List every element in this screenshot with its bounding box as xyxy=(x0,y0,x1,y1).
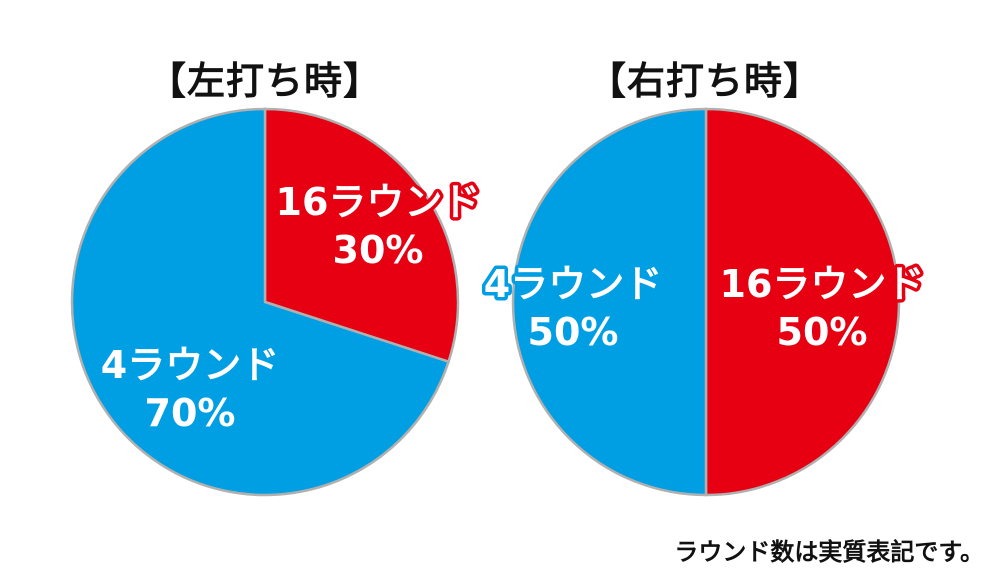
left-chart-title: 【左打ち時】 xyxy=(147,59,382,103)
pie1-slice-0 xyxy=(704,107,901,497)
pie0-slice-1 xyxy=(70,107,451,497)
pie1-category-label-1: 4ラウンド xyxy=(484,262,662,306)
pie1-slice-1 xyxy=(511,107,708,497)
pie0-percent-label-0: 30% xyxy=(333,228,424,272)
pie1-percent-label-1: 50% xyxy=(528,310,619,354)
pie1-percent-label-0: 50% xyxy=(777,310,868,354)
right-chart-title: 【右打ち時】 xyxy=(587,59,822,103)
pie1-category-label-0: 16ラウンド xyxy=(720,262,925,306)
pie0-category-label-0: 16ラウンド xyxy=(276,180,481,224)
pie0-percent-label-1: 70% xyxy=(145,391,236,435)
pie0-slice-0 xyxy=(263,107,460,364)
footnote: ラウンド数は実質表記です。 xyxy=(674,538,984,566)
pie0-category-label-1: 4ラウンド xyxy=(101,343,279,387)
